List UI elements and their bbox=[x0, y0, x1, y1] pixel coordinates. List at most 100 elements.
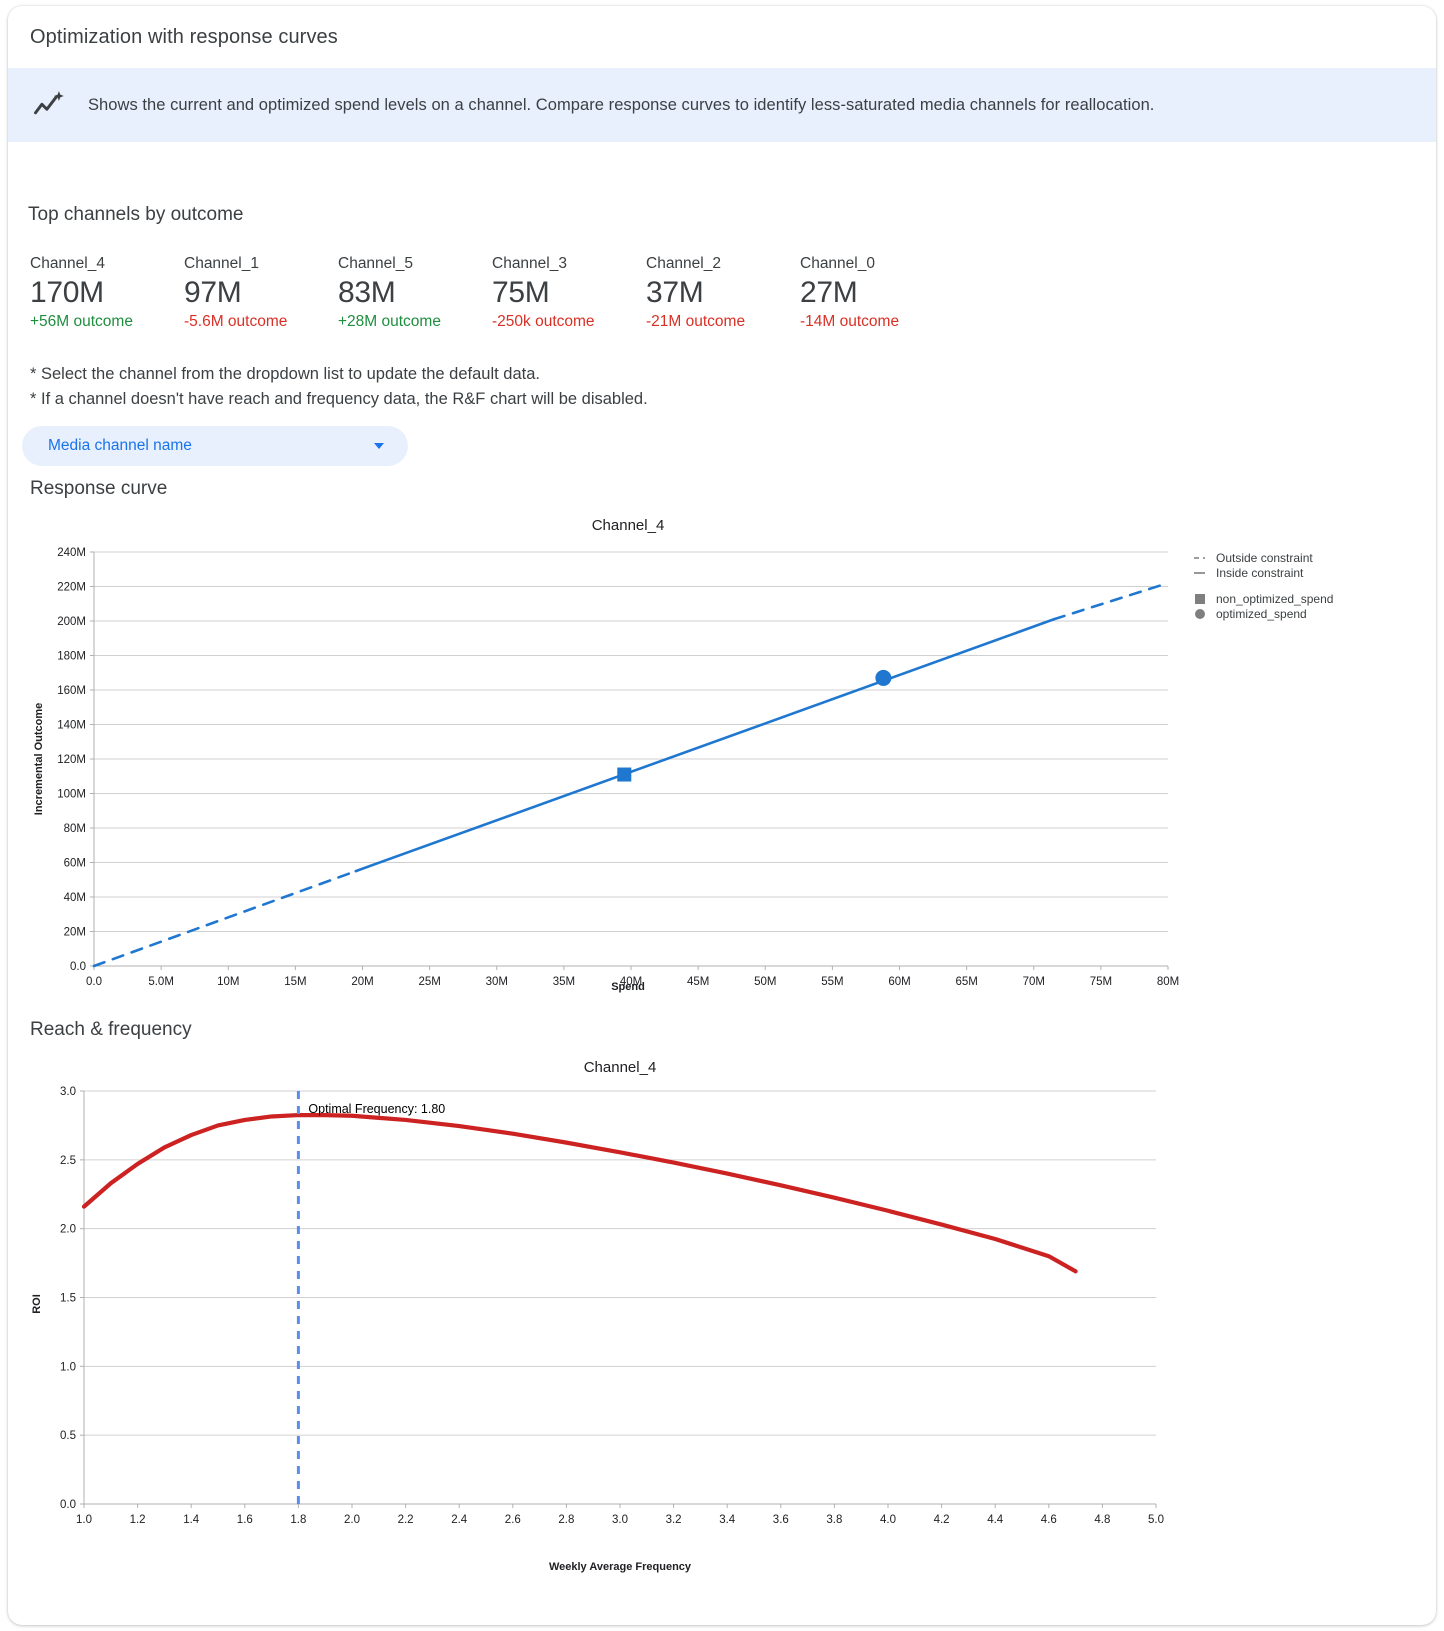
legend-label: Outside constraint bbox=[1216, 551, 1313, 565]
kpi-channel-name: Channel_0 bbox=[800, 255, 875, 272]
y-tick-label: 180M bbox=[57, 651, 86, 663]
x-tick-label: 20M bbox=[351, 976, 373, 988]
rf-x-ticks: 1.0 1.2 1.4 1.6 1.8 2.0 2.2 2.4 2.6 2.8 3.0 3.2 3.4 3… bbox=[76, 1504, 1164, 1526]
x-tick-label: 70M bbox=[1023, 976, 1045, 988]
x-tick-label: 4.8 bbox=[1094, 1514, 1110, 1526]
reach-frequency-svg: Channel_4 0.00.51.01.52.02.53.0 1.0 1.2 1.… bbox=[31, 1059, 1164, 1573]
y-tick-label: 20M bbox=[64, 927, 86, 939]
rf-annotations: Optimal Frequency: 1.80 bbox=[296, 1091, 445, 1504]
x-tick-label: 3.4 bbox=[719, 1514, 736, 1526]
kpi-delta: -5.6M outcome bbox=[184, 313, 288, 330]
kpi-card: Channel_0 27M -14M outcome bbox=[800, 254, 899, 332]
note-line-2: * If a channel doesn't have reach and fr… bbox=[30, 389, 648, 408]
x-tick-label: 2.4 bbox=[451, 1514, 468, 1526]
x-tick-label: 60M bbox=[888, 976, 910, 988]
y-tick-label: 0.0 bbox=[70, 961, 86, 973]
kpi-value: 37M bbox=[646, 276, 704, 309]
rf-gridlines bbox=[83, 1090, 1156, 1505]
legend-label: non_optimized_spend bbox=[1216, 592, 1333, 606]
x-tick-label: 80M bbox=[1157, 976, 1179, 988]
y-tick-label: 60M bbox=[64, 858, 86, 870]
x-tick-label: 2.2 bbox=[398, 1514, 414, 1526]
insight-banner: Shows the current and optimized spend le… bbox=[8, 68, 1436, 142]
series-line bbox=[92, 869, 358, 968]
optimal-frequency-label: Optimal Frequency: 1.80 bbox=[308, 1102, 445, 1116]
kpi-value: 97M bbox=[184, 276, 242, 309]
response-gridlines bbox=[93, 551, 1168, 967]
y-tick-label: 160M bbox=[57, 685, 86, 697]
y-tick-label: 120M bbox=[57, 754, 86, 766]
legend-label: optimized_spend bbox=[1216, 607, 1307, 621]
x-tick-label: 5.0 bbox=[1148, 1514, 1164, 1526]
media-channel-dropdown-label: Media channel name bbox=[48, 437, 192, 454]
x-tick-label: 55M bbox=[821, 976, 843, 988]
x-tick-label: 4.6 bbox=[1041, 1514, 1057, 1526]
y-tick-label: 2.0 bbox=[60, 1224, 76, 1236]
x-tick-label: 35M bbox=[553, 976, 575, 988]
y-tick-label: 240M bbox=[57, 547, 86, 559]
y-tick-label: 80M bbox=[64, 823, 86, 835]
x-tick-label: 3.0 bbox=[612, 1514, 628, 1526]
response-markers bbox=[617, 669, 892, 782]
series-line bbox=[354, 617, 1056, 873]
kpi-delta: -14M outcome bbox=[800, 313, 900, 330]
notes-block: * Select the channel from the dropdown l… bbox=[30, 362, 648, 411]
x-tick-label: 4.0 bbox=[880, 1514, 896, 1526]
kpi-card: Channel_3 75M -250k outcome bbox=[492, 254, 595, 332]
x-tick-label: 4.4 bbox=[987, 1514, 1004, 1526]
y-tick-label: 0.0 bbox=[60, 1499, 76, 1511]
response-y-ticks: 0.0 20M 40M 60M 80M 100M 120M 140M 160M 180M 200M 2… bbox=[57, 547, 94, 973]
kpi-value: 27M bbox=[800, 276, 858, 309]
insight-text: Shows the current and optimized spend le… bbox=[88, 95, 1155, 114]
x-tick-label: 2.6 bbox=[505, 1514, 521, 1526]
chevron-down-icon bbox=[374, 443, 384, 449]
kpi-channel-name: Channel_4 bbox=[30, 255, 105, 272]
x-tick-label: 3.6 bbox=[773, 1514, 789, 1526]
kpi-value: 170M bbox=[30, 276, 104, 309]
x-tick-label: 40M bbox=[620, 976, 642, 988]
marker-non_optimized_spend bbox=[617, 767, 632, 782]
x-tick-label: 30M bbox=[486, 976, 508, 988]
x-tick-label: 45M bbox=[687, 976, 709, 988]
response-x-ticks: 0.0 5.0M 10M 15M 20M 25M 30M 35M 40M 45M 50M 55M 60M… bbox=[86, 966, 1179, 988]
response-chart-title: Channel_4 bbox=[592, 517, 665, 534]
top-channels-kpi-row: Channel_4 170M +56M outcome Channel_1 97… bbox=[30, 254, 1130, 344]
x-tick-label: 1.4 bbox=[183, 1514, 200, 1526]
top-channels-heading: Top channels by outcome bbox=[28, 204, 244, 225]
x-tick-label: 5.0M bbox=[148, 976, 174, 988]
marker-optimized_spend bbox=[875, 669, 892, 686]
x-tick-label: 75M bbox=[1090, 976, 1112, 988]
reach-frequency-chart: Channel_4 0.0 0.5 1.0 1.5 2.0 2.5 3.0 1.0 1.2 1.… bbox=[8, 1046, 1436, 1586]
optimization-card: Optimization with response curves Shows … bbox=[8, 6, 1436, 1625]
kpi-channel-name: Channel_5 bbox=[338, 255, 413, 272]
rf-y-axis-label: ROI bbox=[31, 1294, 43, 1314]
x-tick-label: 3.8 bbox=[826, 1514, 842, 1526]
legend-label: Inside constraint bbox=[1216, 566, 1304, 580]
kpi-delta: -250k outcome bbox=[492, 313, 595, 330]
rf-y-ticks: 0.0 0.5 1.0 1.5 2.0 2.5 3.0 bbox=[60, 1086, 84, 1511]
y-tick-label: 100M bbox=[57, 789, 86, 801]
y-tick-label: 140M bbox=[57, 720, 86, 732]
x-tick-label: 0.0 bbox=[86, 976, 102, 988]
y-tick-label: 2.5 bbox=[60, 1155, 76, 1167]
kpi-card: Channel_1 97M -5.6M outcome bbox=[184, 254, 287, 332]
x-tick-label: 3.2 bbox=[666, 1514, 682, 1526]
media-channel-dropdown[interactable]: Media channel name bbox=[22, 426, 408, 466]
x-tick-label: 65M bbox=[955, 976, 977, 988]
response-curve-heading: Response curve bbox=[30, 478, 168, 499]
x-tick-label: 1.8 bbox=[290, 1514, 306, 1526]
kpi-channel-name: Channel_2 bbox=[646, 255, 721, 272]
response-curve-svg: Channel_4 0.0 20M 40M 60M 80M 100M 120M 140M 160… bbox=[33, 517, 1333, 993]
kpi-value: 75M bbox=[492, 276, 550, 309]
x-tick-label: 2.8 bbox=[558, 1514, 574, 1526]
response-curve-chart: Channel_4 0.0 20M 40M 60M 80M 100M 120M 140M 160… bbox=[8, 506, 1436, 1006]
kpi-delta: -21M outcome bbox=[646, 313, 746, 330]
kpi-channel-name: Channel_1 bbox=[184, 255, 259, 272]
kpi-channel-name: Channel_3 bbox=[492, 255, 567, 272]
x-tick-label: 1.2 bbox=[130, 1514, 146, 1526]
x-tick-label: 50M bbox=[754, 976, 776, 988]
page-title: Optimization with response curves bbox=[30, 26, 338, 48]
rf-x-axis-label: Weekly Average Frequency bbox=[549, 1561, 692, 1573]
kpi-card: Channel_4 170M +56M outcome bbox=[30, 254, 133, 332]
